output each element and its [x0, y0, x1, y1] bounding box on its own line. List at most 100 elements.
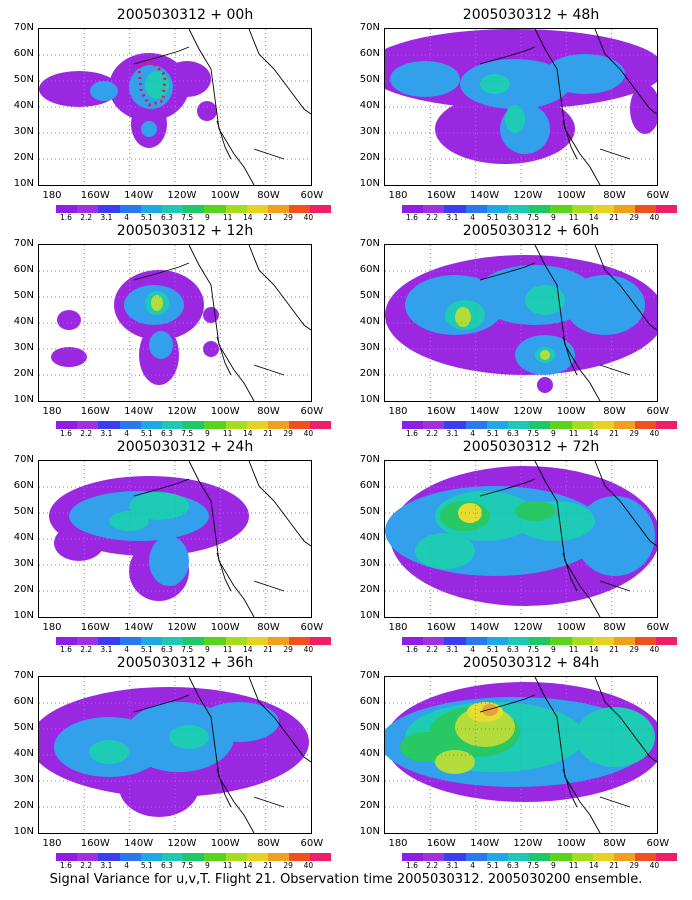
coastline — [188, 461, 255, 617]
variance-field — [385, 677, 657, 833]
colorbar-swatch — [267, 421, 290, 429]
colorbar-swatch — [310, 637, 332, 645]
colorbar-label: 40 — [303, 429, 314, 438]
y-tick-label: 60N — [359, 480, 380, 491]
map-plot-area — [38, 28, 312, 186]
colorbar-label: 5.1 — [140, 861, 153, 870]
colorbar-label: 11 — [568, 645, 579, 654]
variance-contour-blob — [141, 121, 157, 137]
x-tick-label: 80W — [603, 838, 626, 849]
colorbar-label: 29 — [283, 429, 293, 438]
panel-title: 2005030312 + 60h — [462, 223, 600, 239]
colorbar-swatch — [119, 205, 141, 213]
x-tick-label: 180 — [42, 622, 62, 633]
colorbar-label: 1.6 — [406, 861, 418, 870]
colorbar-swatch — [486, 421, 508, 429]
colorbar-label: 1.6 — [406, 213, 418, 222]
coastline — [562, 336, 578, 376]
variance-contour-blob — [90, 81, 118, 101]
y-tick-label: 50N — [13, 74, 34, 85]
colorbar-swatch — [56, 205, 78, 213]
colorbar-swatch — [423, 421, 445, 429]
colorbar-label: 21 — [263, 861, 273, 870]
y-tick-label: 30N — [359, 774, 380, 785]
coastline — [562, 120, 578, 160]
x-tick-label: 60W — [646, 190, 670, 201]
coastline — [216, 768, 232, 808]
x-tick-label: 80W — [257, 406, 280, 417]
colorbar-label: 5.1 — [140, 213, 153, 222]
colorbar-label: 5.1 — [486, 645, 499, 654]
map-plot-area — [38, 676, 312, 834]
colorbar-swatch — [246, 853, 268, 861]
y-tick-label: 60N — [13, 48, 34, 59]
map-panel: 2005030312 + 72h 70N 60N 50N 40N 30N 20N 10N 180… — [346, 438, 686, 654]
colorbar-label: 3.1 — [446, 861, 459, 870]
map-plot-area — [384, 28, 658, 186]
colorbar-label: 14 — [589, 861, 599, 870]
x-tick-label: 120W — [167, 622, 197, 633]
colorbar-swatch — [635, 205, 657, 213]
coastline — [479, 46, 536, 65]
colorbar-label: 11 — [222, 213, 233, 222]
coastline — [534, 245, 601, 401]
x-tick-label: 100W — [556, 622, 586, 633]
colorbar-swatch — [402, 205, 424, 213]
colorbar-swatch — [402, 421, 424, 429]
colorbar-label: 11 — [568, 213, 579, 222]
x-tick-label: 140W — [124, 190, 154, 201]
colorbar-label: 9 — [551, 645, 556, 654]
colorbar-label: 21 — [263, 429, 273, 438]
colorbar-swatch — [310, 421, 332, 429]
colorbar-swatch — [656, 205, 678, 213]
colorbar-label: 3.1 — [446, 429, 459, 438]
map-panel: 2005030312 + 60h 70N 60N 50N 40N 30N 20N 10N 180… — [346, 222, 686, 438]
map-panel: 2005030312 + 24h 70N 60N 50N 40N 30N 20N 10N 180… — [0, 438, 340, 654]
colorbar-swatch — [140, 637, 162, 645]
colorbar-swatch — [656, 637, 678, 645]
y-tick-label: 40N — [359, 316, 380, 327]
colorbar-label: 40 — [303, 213, 314, 222]
variance-contour-blob — [199, 702, 279, 742]
map-plot-area — [38, 244, 312, 402]
colorbar-label: 11 — [568, 429, 579, 438]
coastline — [133, 262, 190, 281]
variance-contour-blob — [525, 285, 565, 315]
colorbar-label: 9 — [205, 213, 210, 222]
colorbar-label: 2.2 — [426, 429, 439, 438]
colorbar-label: 40 — [303, 861, 314, 870]
x-tick-label: 160W — [426, 838, 456, 849]
x-tick-label: 140W — [470, 406, 500, 417]
colorbar-label: 29 — [629, 645, 639, 654]
coastline — [599, 148, 631, 160]
variance-contour-blob — [482, 704, 498, 716]
colorbar-label: 7.5 — [181, 861, 194, 870]
y-tick-label: 40N — [13, 100, 34, 111]
x-tick-label: 160W — [80, 838, 110, 849]
x-tick-label: 80W — [257, 838, 280, 849]
colorbar-label: 21 — [609, 861, 619, 870]
colorbar-label: 14 — [589, 645, 599, 654]
colorbar-swatch — [140, 421, 162, 429]
y-tick-label: 10N — [359, 394, 380, 405]
colorbar-swatch — [246, 637, 268, 645]
colorbar-swatch — [204, 637, 226, 645]
colorbar-label: 40 — [649, 861, 660, 870]
colorbar-label: 14 — [243, 861, 253, 870]
y-tick-label: 30N — [13, 558, 34, 569]
variance-contour-blob — [169, 725, 209, 749]
x-tick-label: 100W — [556, 406, 586, 417]
variance-contour-blob — [57, 310, 81, 330]
y-tick-label: 20N — [13, 584, 34, 595]
colorbar-swatch — [444, 853, 466, 861]
colorbar-swatch — [183, 421, 205, 429]
x-tick-label: 120W — [513, 406, 543, 417]
colorbar-swatch — [550, 637, 572, 645]
y-tick-label: 20N — [359, 584, 380, 595]
y-tick-label: 50N — [359, 506, 380, 517]
coastline — [594, 461, 657, 547]
colorbar-swatch — [267, 637, 290, 645]
colorbar-label: 6.3 — [161, 213, 173, 222]
y-tick-label: 40N — [13, 532, 34, 543]
variance-contour-blob — [415, 533, 475, 569]
